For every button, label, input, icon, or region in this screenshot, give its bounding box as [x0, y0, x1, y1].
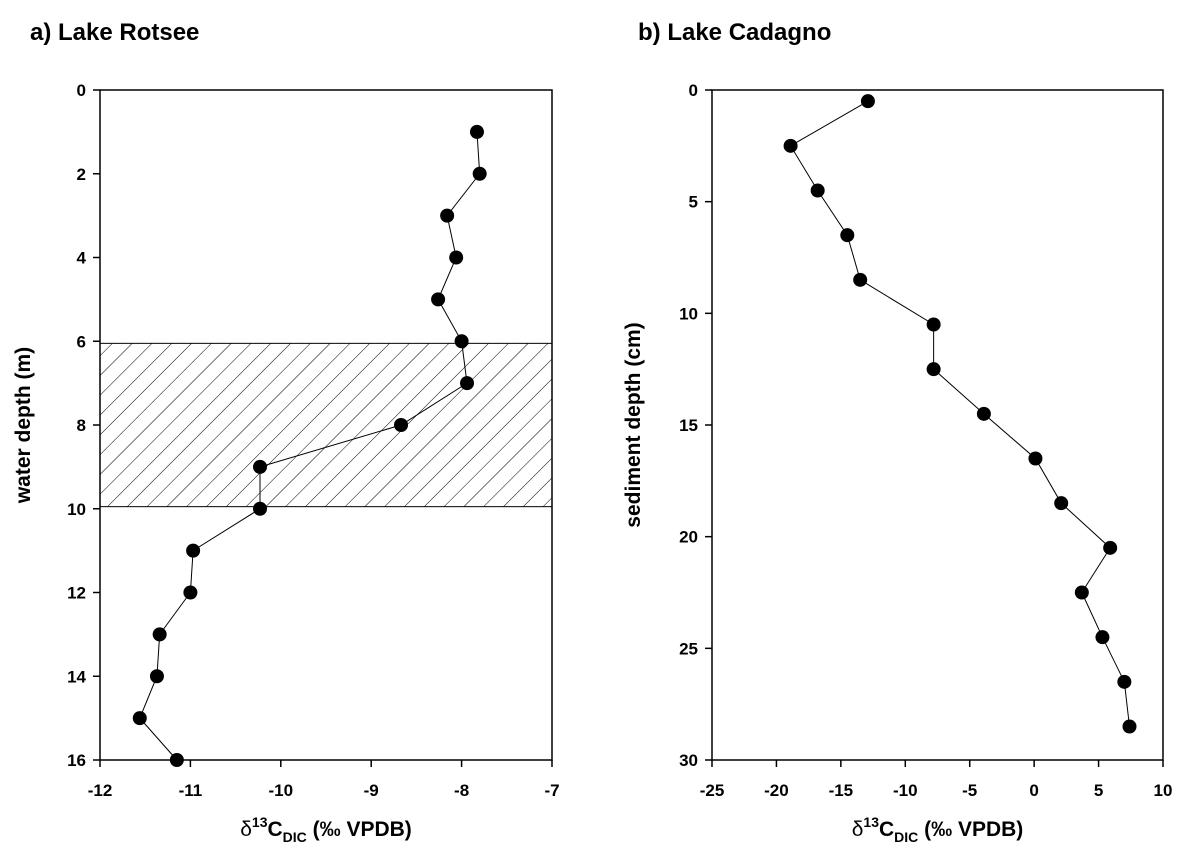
x-tick-label: -10: [269, 781, 294, 800]
data-point: [1028, 451, 1043, 466]
panel: a) Lake Rotsee 0 2 4 6 8 10 12 14 16-12 -11 -10 -9 -8…: [12, 19, 560, 845]
data-point: [1117, 674, 1132, 689]
data-point: [1122, 719, 1137, 734]
data-point: [976, 406, 991, 421]
data-point: [149, 669, 164, 684]
y-tick-label: 25: [679, 639, 698, 658]
x-axis-label-part: 13: [863, 814, 879, 830]
x-tick-label: -11: [179, 781, 203, 800]
chart-title: b) Lake Cadagno: [638, 19, 831, 46]
x-axis-label-part: δ: [240, 818, 252, 841]
y-tick-label: 16: [67, 751, 86, 770]
data-point: [186, 543, 201, 558]
data-point: [810, 183, 825, 198]
data-point: [469, 124, 484, 139]
y-tick-label: 20: [679, 528, 698, 547]
data-point: [454, 334, 469, 349]
x-tick-label: 10: [1154, 781, 1173, 800]
y-tick-label: 2: [77, 165, 86, 184]
data-point: [783, 138, 798, 153]
data-point: [253, 501, 268, 516]
data-point: [472, 166, 487, 181]
data-point: [132, 711, 147, 726]
x-tick-label: -20: [764, 781, 789, 800]
y-tick-label: 10: [67, 500, 86, 519]
x-axis-label-part: 13: [252, 814, 268, 830]
y-tick-label: 6: [77, 332, 86, 351]
chart-title: a) Lake Rotsee: [30, 19, 199, 46]
x-axis-label-part: (‰ VPDB): [918, 818, 1023, 841]
data-point: [853, 272, 868, 287]
x-tick-label: -9: [364, 781, 379, 800]
data-point: [840, 228, 855, 243]
data-point: [860, 94, 875, 109]
data-point: [1074, 585, 1089, 600]
x-tick-label: 0: [1029, 781, 1038, 800]
plot-frame: [711, 89, 1164, 761]
x-axis-label-part: δ: [852, 818, 864, 841]
x-axis-label-part: DIC: [283, 829, 307, 845]
data-point: [152, 627, 167, 642]
data-point: [1054, 496, 1069, 511]
data-point: [1103, 540, 1118, 555]
data-point: [431, 292, 446, 307]
x-tick-label: -8: [454, 781, 469, 800]
x-axis-label-part: DIC: [894, 829, 918, 845]
y-tick-label: 30: [679, 751, 698, 770]
x-tick-label: -25: [700, 781, 725, 800]
x-tick-label: -15: [829, 781, 854, 800]
x-axis-label-part: C: [267, 818, 282, 841]
x-axis-label-part: C: [879, 818, 894, 841]
x-tick-label: -10: [893, 781, 918, 800]
x-tick-label: -5: [962, 781, 977, 800]
data-point: [460, 376, 475, 391]
shaded-zone: [99, 342, 553, 508]
y-axis-label: sediment depth (cm): [622, 322, 645, 527]
x-tick-label: 5: [1094, 781, 1103, 800]
x-tick-label: -7: [544, 781, 559, 800]
x-axis-label: δ13CDIC (‰ VPDB): [240, 814, 412, 845]
data-point: [253, 459, 268, 474]
y-tick-label: 5: [689, 193, 698, 212]
y-tick-label: 0: [689, 81, 698, 100]
y-tick-label: 12: [67, 584, 86, 603]
data-point: [440, 208, 455, 223]
x-axis-label: δ13CDIC (‰ VPDB): [852, 814, 1024, 845]
data-point: [394, 418, 409, 432]
profile-line: [789, 100, 1130, 727]
data-point: [1095, 630, 1110, 645]
y-tick-label: 4: [77, 249, 87, 268]
panel: b) Lake Cadagno 0 5 10 15 20 25 30-25 -20 -15 -10 -…: [622, 19, 1172, 845]
data-point: [926, 317, 941, 332]
data-point: [183, 585, 198, 600]
y-tick-label: 15: [679, 416, 698, 435]
data-point: [926, 362, 941, 377]
x-axis-label-part: (‰ VPDB): [307, 818, 412, 841]
profile-line: [139, 131, 481, 761]
y-tick-label: 8: [77, 416, 86, 435]
data-point: [449, 250, 464, 265]
data-point: [169, 753, 184, 767]
y-tick-label: 14: [67, 667, 86, 686]
x-tick-label: -12: [88, 781, 113, 800]
y-axis-label: water depth (m): [12, 347, 35, 504]
y-tick-label: 10: [679, 304, 698, 323]
y-tick-label: 0: [77, 81, 86, 100]
